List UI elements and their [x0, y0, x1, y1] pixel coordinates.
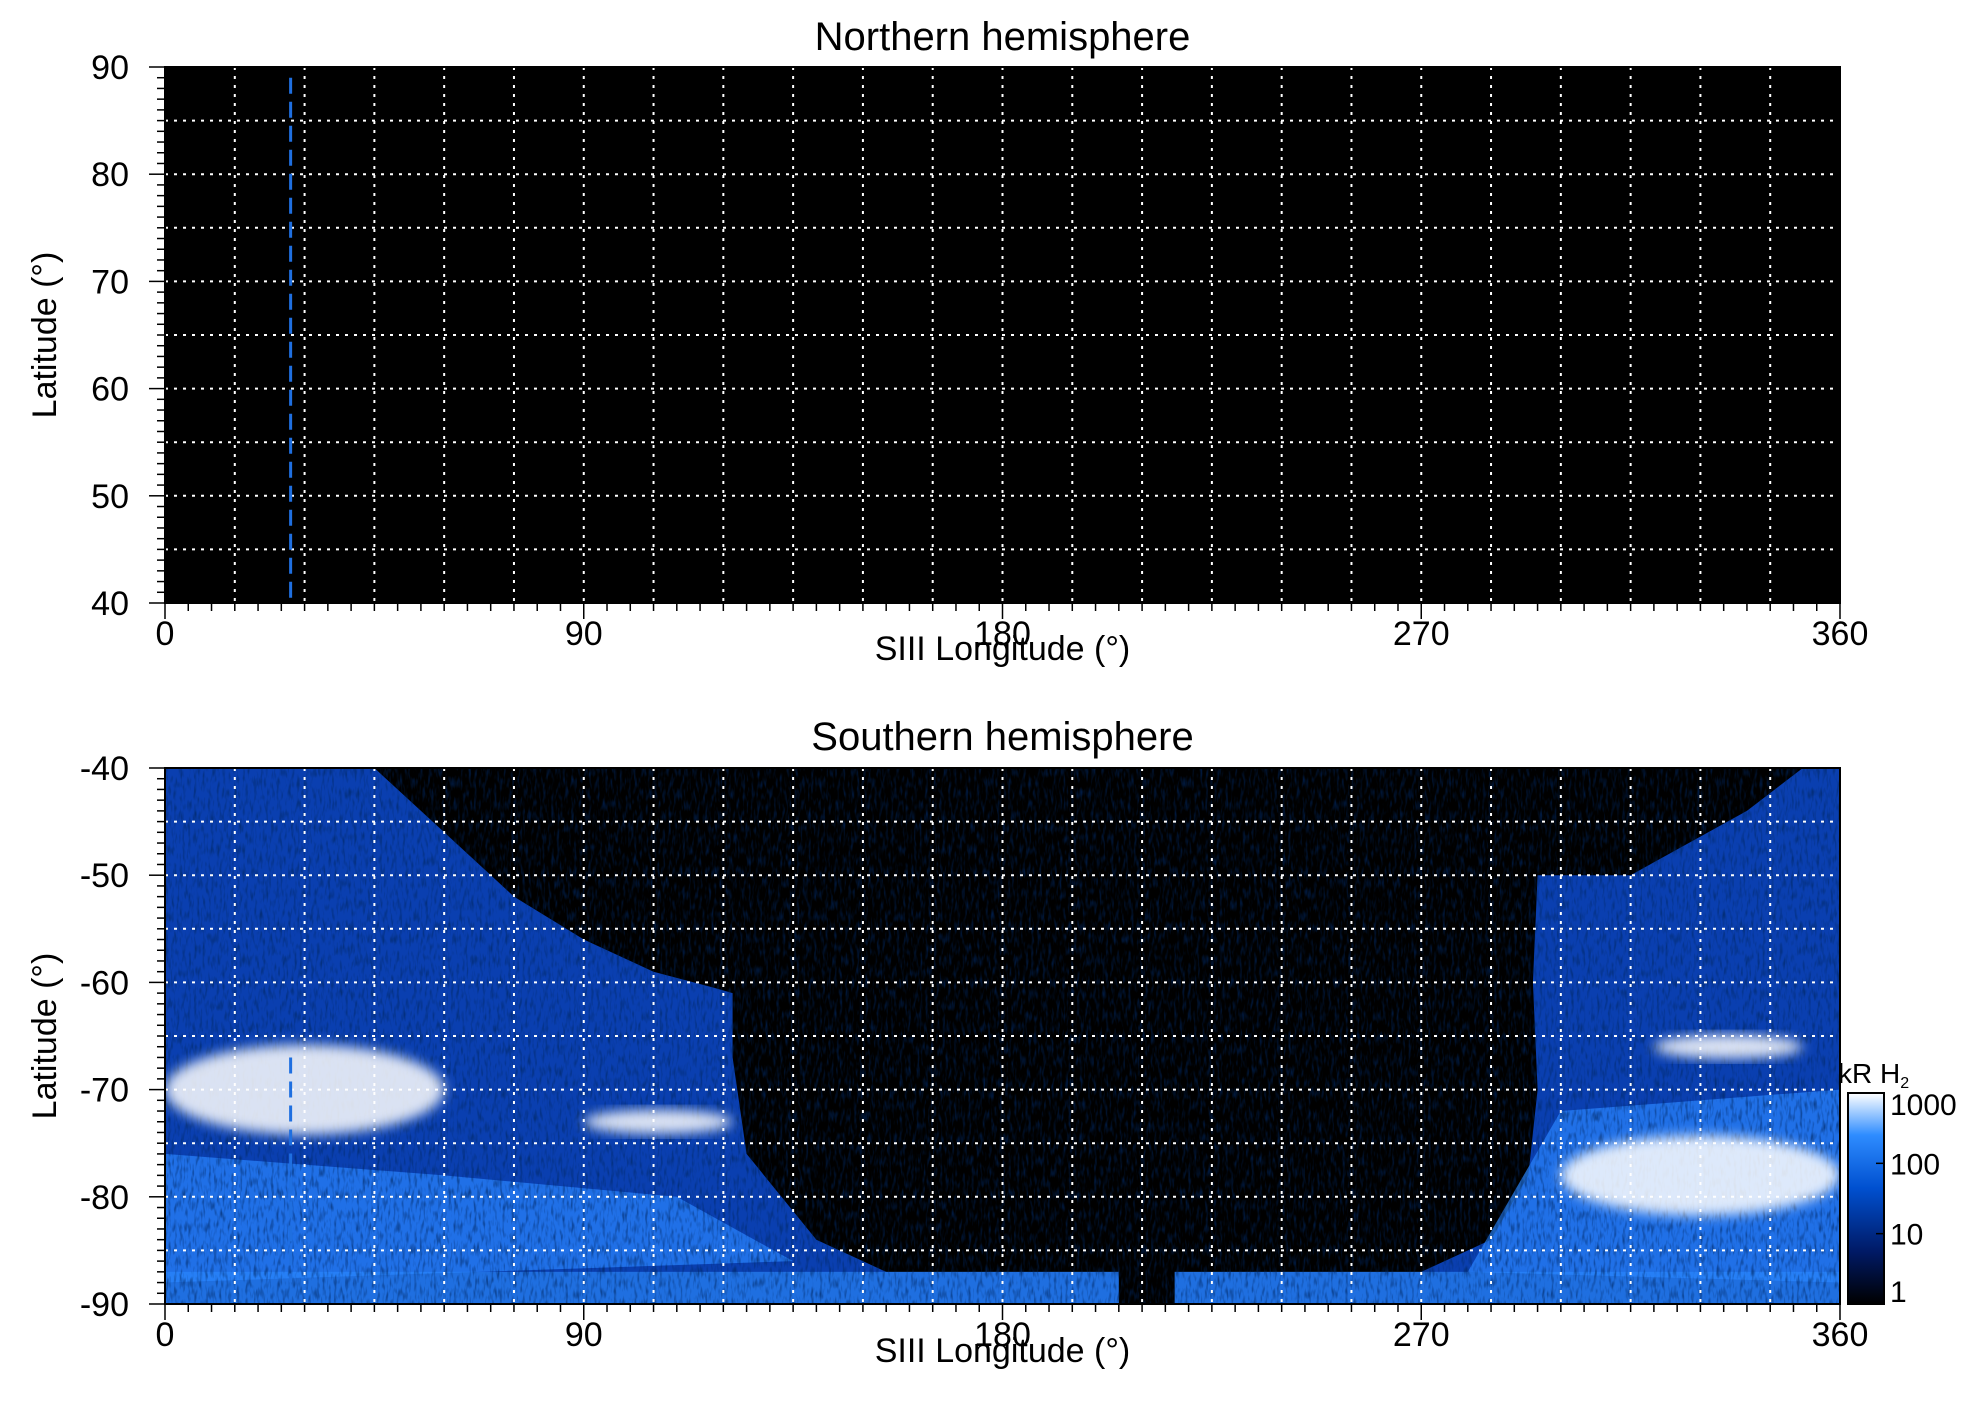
- x-axis-label: SIII Longitude (°): [875, 1332, 1131, 1370]
- x-tick-label: 360: [1812, 1316, 1869, 1354]
- y-tick-label: 50: [91, 478, 129, 516]
- colorbar-unit-subscript: 2: [1900, 1075, 1909, 1092]
- x-tick-label: 0: [156, 615, 175, 653]
- y-tick-label: 60: [91, 371, 129, 409]
- y-tick-label: -60: [80, 964, 129, 1002]
- colorbar-unit: kR H2: [1838, 1058, 1909, 1092]
- y-axis-label: Latitude (°): [26, 252, 64, 419]
- x-tick-label: 360: [1812, 615, 1869, 653]
- x-axis-label: SIII Longitude (°): [875, 630, 1131, 668]
- panel-title: Northern hemisphere: [815, 15, 1191, 59]
- y-tick-label: 70: [91, 263, 129, 301]
- x-tick-label: 270: [1393, 615, 1450, 653]
- bright-feature: [583, 1109, 733, 1134]
- colorbar-unit-text: kR H: [1838, 1058, 1900, 1089]
- panel-title: Southern hemisphere: [811, 715, 1193, 759]
- x-tick-label: 180: [974, 615, 1031, 653]
- y-tick-label: -80: [80, 1179, 129, 1217]
- y-tick-label: 90: [91, 49, 129, 87]
- x-tick-label: 270: [1393, 1316, 1450, 1354]
- grid: [165, 67, 1840, 603]
- y-tick-label: 80: [91, 156, 129, 194]
- y-tick-label: -90: [80, 1286, 129, 1324]
- colorbar-tick-label: 1: [1890, 1276, 1907, 1309]
- x-tick-label: 0: [156, 1316, 175, 1354]
- north-panel: Northern hemisphere 0 90 180 270 360 40 50 60 70 8…: [26, 15, 1868, 668]
- y-tick-label: -40: [80, 750, 129, 788]
- colorbar-tick-label: 100: [1890, 1148, 1940, 1181]
- axis-ticks: [149, 767, 1841, 1320]
- x-tick-label: 90: [565, 615, 603, 653]
- y-tick-label: 40: [91, 585, 129, 623]
- axis-ticks: [149, 66, 1841, 619]
- south-panel: Southern hemisphere 0 90 180 270 360 -90 -80 -70…: [26, 715, 1868, 1370]
- colorbar-tick-label: 1000: [1890, 1089, 1957, 1122]
- y-tick-label: -50: [80, 857, 129, 895]
- grid: [165, 768, 1840, 1304]
- x-tick-label: 90: [565, 1316, 603, 1354]
- colorbar-tick-label: 10: [1890, 1219, 1923, 1252]
- bright-feature: [1653, 1034, 1803, 1059]
- x-tick-label: 180: [974, 1316, 1031, 1354]
- y-tick-label: -70: [80, 1072, 129, 1110]
- y-axis-label: Latitude (°): [26, 953, 64, 1120]
- colorbar-gradient: [1847, 1092, 1885, 1305]
